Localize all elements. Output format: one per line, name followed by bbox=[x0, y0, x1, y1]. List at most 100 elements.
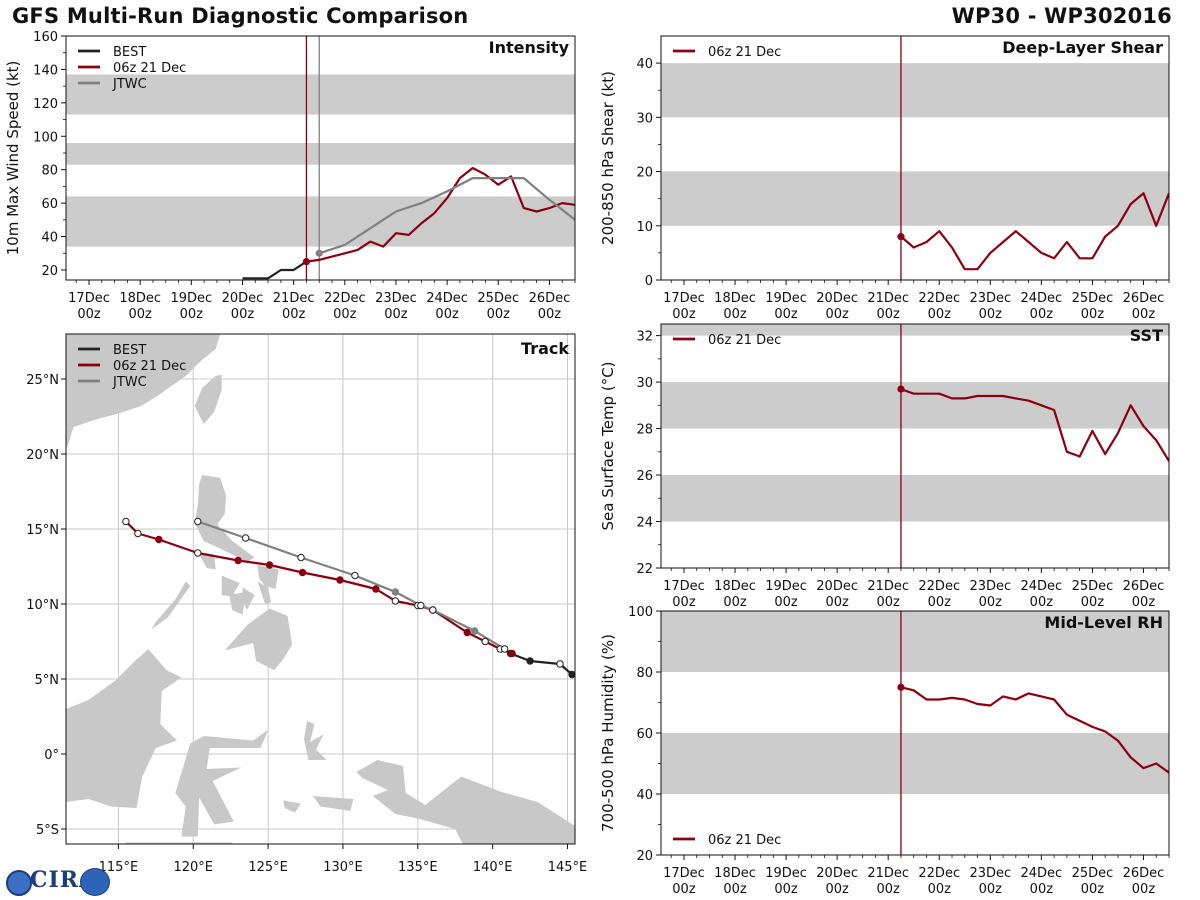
track-point bbox=[351, 571, 359, 580]
x-tick-label-hour: 00z bbox=[928, 882, 952, 897]
land-luzon bbox=[194, 475, 255, 562]
track-point bbox=[470, 627, 479, 635]
x-tick-label-hour: 00z bbox=[1081, 307, 1105, 322]
plot-frame bbox=[660, 323, 1170, 569]
chart-title: Deep-Layer Shear bbox=[1002, 38, 1163, 57]
x-tick-label-day: 21Dec bbox=[273, 291, 315, 306]
land-cebu bbox=[242, 587, 255, 610]
x-tick-label-day: 22Dec bbox=[918, 291, 960, 306]
series-line-06z-21-dec bbox=[900, 686, 1169, 774]
land-palawan bbox=[151, 581, 191, 630]
y-tick-label: 5°S bbox=[36, 823, 59, 838]
y-tick-label: 60 bbox=[636, 727, 653, 742]
x-tick-label-hour: 00z bbox=[723, 882, 747, 897]
plot-frame bbox=[65, 333, 576, 845]
x-tick-label-day: 22Dec bbox=[324, 291, 366, 306]
y-tick-label: 10°N bbox=[26, 598, 59, 613]
chart-track: 115°E 120°E 125°E 130°E 135°E 140°E 145°E 5°S 0°… bbox=[26, 333, 588, 875]
y-tick-label: 15°N bbox=[26, 523, 59, 538]
x-tick-label-hour: 00z bbox=[825, 307, 849, 322]
chart-shear: 17Dec00z18Dec00z19Dec00z20Dec00z21Dec00z… bbox=[599, 35, 1170, 322]
track-point bbox=[265, 561, 274, 569]
band-sst-1 bbox=[661, 382, 1169, 429]
y-tick-label: 80 bbox=[41, 164, 58, 179]
y-tick-label: 22 bbox=[636, 562, 653, 577]
x-tick-label: 135°E bbox=[398, 860, 438, 875]
y-axis-label: 10m Max Wind Speed (kt) bbox=[4, 61, 22, 256]
land-taiwan bbox=[194, 374, 222, 424]
x-tick-label-hour: 00z bbox=[1030, 882, 1054, 897]
track-point bbox=[194, 549, 202, 557]
plot-frame bbox=[660, 35, 1170, 281]
x-tick-label-day: 20Dec bbox=[222, 291, 264, 306]
storm-id: WP30 - WP302016 bbox=[951, 4, 1172, 28]
x-tick-label-day: 20Dec bbox=[816, 291, 858, 306]
land-buru bbox=[283, 800, 301, 813]
y-axis-label: Sea Surface Temp (°C) bbox=[599, 361, 617, 530]
y-tick-label: 160 bbox=[33, 30, 58, 45]
x-tick-label-day: 26Dec bbox=[1123, 291, 1165, 306]
y-tick-label: 100 bbox=[628, 605, 653, 620]
x-tick-label: 145°E bbox=[548, 860, 588, 875]
track-point bbox=[298, 568, 307, 577]
x-tick-label: 120°E bbox=[173, 860, 213, 875]
x-tick-label-hour: 00z bbox=[333, 307, 357, 322]
x-tick-label-day: 25Dec bbox=[1072, 291, 1114, 306]
x-tick-label-day: 24Dec bbox=[1021, 291, 1063, 306]
track-point bbox=[481, 637, 489, 646]
y-tick-label: 25°N bbox=[26, 373, 59, 388]
x-tick-label-hour: 00z bbox=[979, 307, 1003, 322]
y-axis-label: 700-500 hPa Humidity (%) bbox=[599, 634, 617, 832]
track-point bbox=[241, 534, 250, 542]
chart-title: Mid-Level RH bbox=[1044, 613, 1163, 632]
x-tick-label-day: 23Dec bbox=[969, 866, 1011, 881]
x-tick-label-hour: 00z bbox=[877, 307, 901, 322]
x-tick-label-day: 21Dec bbox=[867, 579, 909, 594]
x-tick-label-day: 26Dec bbox=[529, 291, 571, 306]
x-tick-label-hour: 00z bbox=[487, 307, 511, 322]
y-tick-label: 100 bbox=[33, 130, 58, 145]
x-tick-label-day: 25Dec bbox=[477, 291, 519, 306]
chart-intensity: 17Dec00z18Dec00z19Dec00z20Dec00z21Dec00z… bbox=[4, 30, 576, 322]
x-tick-label-day: 22Dec bbox=[918, 579, 960, 594]
series-line-best bbox=[242, 260, 308, 280]
y-tick-label: 40 bbox=[636, 788, 653, 803]
x-tick-label-day: 19Dec bbox=[765, 866, 807, 881]
page-title: GFS Multi-Run Diagnostic Comparison bbox=[12, 4, 469, 28]
x-tick-label-hour: 00z bbox=[1081, 595, 1105, 610]
y-tick-label: 40 bbox=[636, 57, 653, 72]
x-tick-label-day: 18Dec bbox=[714, 579, 756, 594]
x-tick-label-day: 17Dec bbox=[663, 291, 705, 306]
band-intensity-1 bbox=[66, 142, 575, 165]
track-point bbox=[391, 588, 400, 596]
y-tick-label: 30 bbox=[636, 111, 653, 126]
x-tick-label-hour: 00z bbox=[928, 307, 952, 322]
track-point bbox=[429, 606, 437, 614]
x-tick-label-day: 19Dec bbox=[765, 579, 807, 594]
x-tick-label-hour: 00z bbox=[180, 307, 204, 322]
legend-label: 06z 21 Dec bbox=[708, 833, 781, 848]
track-point bbox=[568, 670, 575, 679]
legend-label: BEST bbox=[113, 45, 146, 60]
x-tick-label-hour: 00z bbox=[282, 307, 306, 322]
x-tick-label-hour: 00z bbox=[877, 595, 901, 610]
x-tick-label-hour: 00z bbox=[1132, 882, 1156, 897]
x-tick-label-day: 20Dec bbox=[816, 866, 858, 881]
y-axis-label: 200-850 hPa Shear (kt) bbox=[599, 71, 617, 245]
y-tick-label: 120 bbox=[33, 97, 58, 112]
x-tick-label-hour: 00z bbox=[435, 307, 459, 322]
legend-label: 06z 21 Dec bbox=[113, 61, 186, 76]
land-mindanao bbox=[224, 608, 293, 670]
x-tick-label-hour: 00z bbox=[723, 595, 747, 610]
y-tick-label: 80 bbox=[636, 666, 653, 681]
chart-title: SST bbox=[1130, 326, 1163, 345]
chart-title: Track bbox=[521, 339, 569, 358]
noaa-badge-icon bbox=[80, 868, 110, 896]
x-tick-label-hour: 00z bbox=[1132, 307, 1156, 322]
y-tick-label: 20 bbox=[636, 849, 653, 864]
x-tick-label-hour: 00z bbox=[825, 882, 849, 897]
x-tick-label-hour: 00z bbox=[877, 882, 901, 897]
land-panay bbox=[221, 575, 240, 597]
x-tick-label-hour: 00z bbox=[825, 595, 849, 610]
chart-sst: 17Dec00z18Dec00z19Dec00z20Dec00z21Dec00z… bbox=[599, 323, 1170, 610]
